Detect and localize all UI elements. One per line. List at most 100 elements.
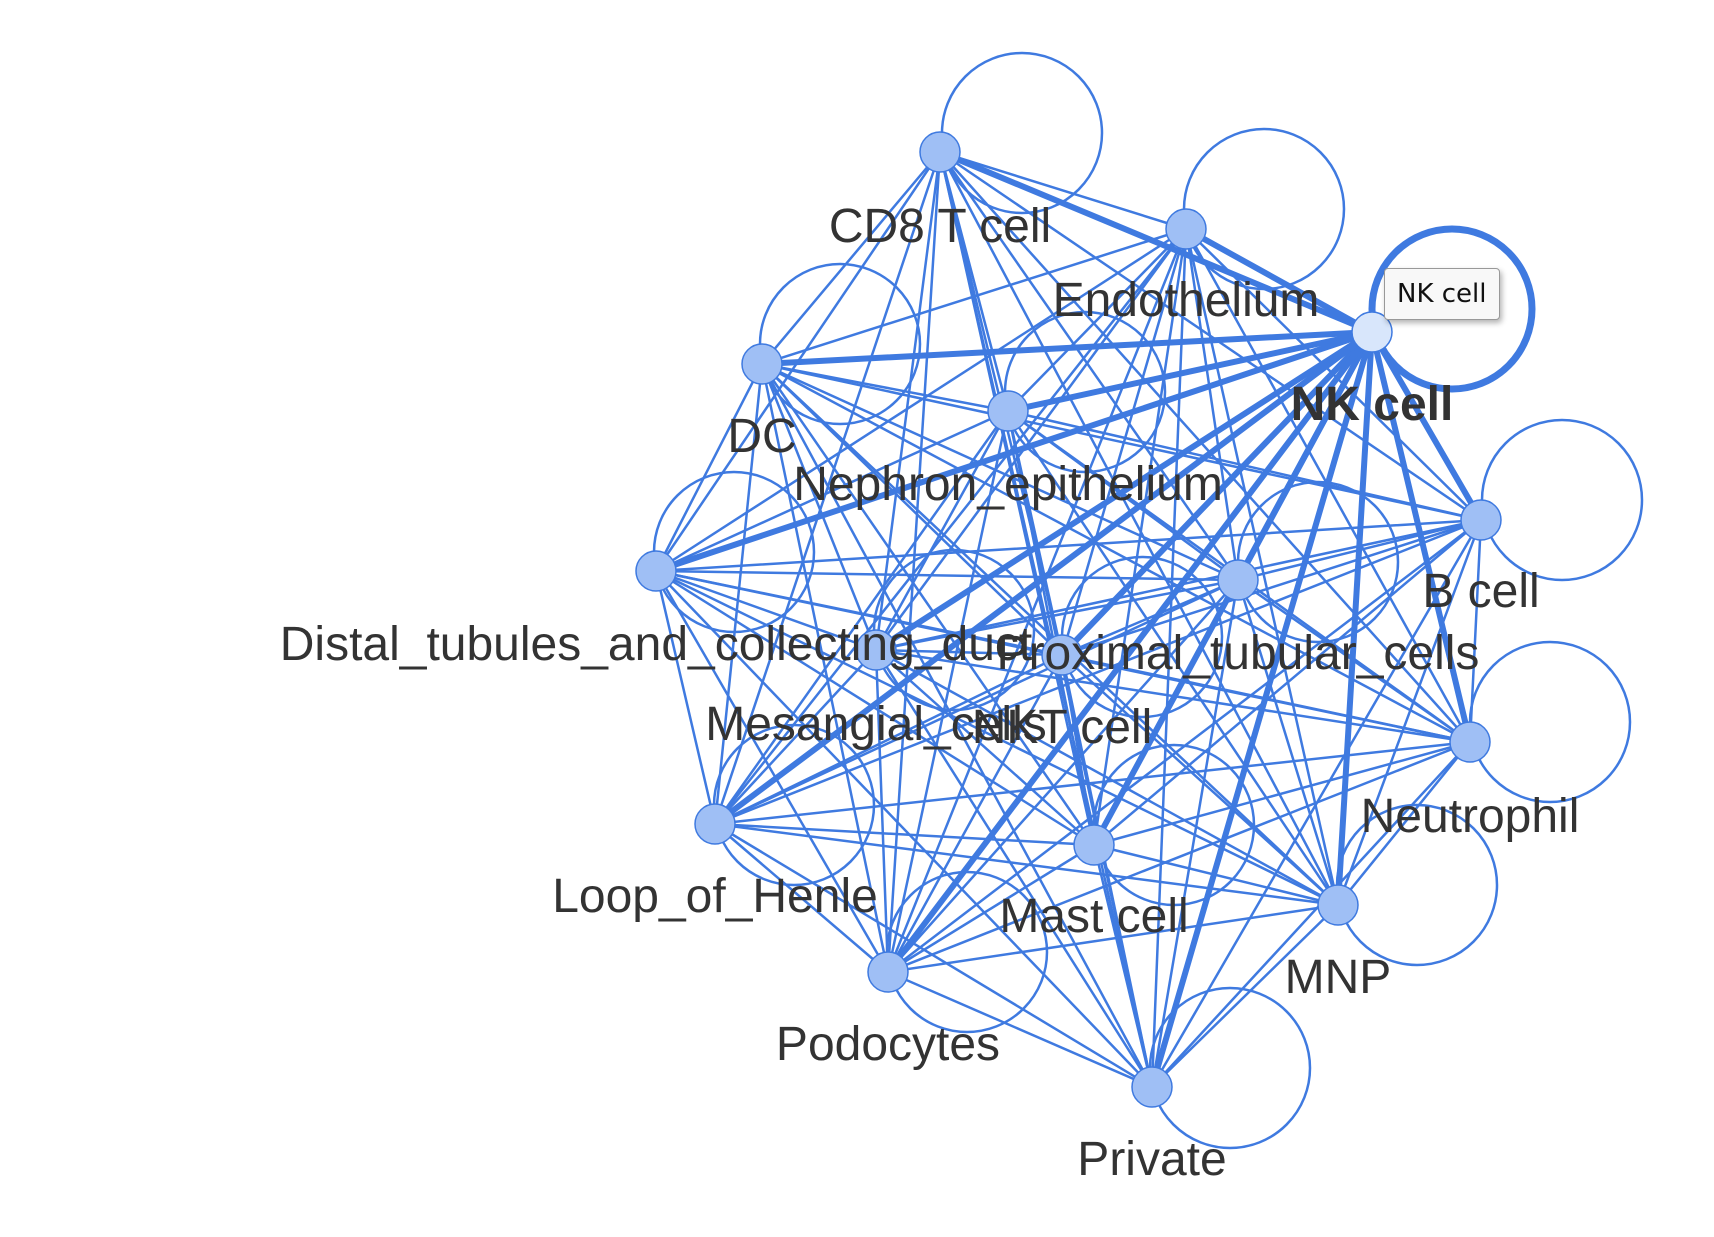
edge-dc-distal	[654, 362, 764, 573]
edge-distal-mes	[654, 569, 878, 652]
edge-prox-mast	[1092, 578, 1240, 847]
edge-nk-bcell	[1369, 329, 1484, 523]
edge-nk-nkt	[1059, 329, 1375, 658]
node-mes[interactable]	[855, 629, 897, 671]
edges	[653, 149, 1484, 1090]
node-nkt[interactable]	[1041, 634, 1083, 676]
node-label-loop: Loop_of_Henle	[552, 870, 878, 923]
node-neut[interactable]	[1449, 721, 1491, 763]
edge-endo-distal	[654, 227, 1188, 573]
edge-nk-neph	[1005, 329, 1375, 414]
node-nk[interactable]	[1351, 311, 1393, 353]
node-label-nk: NK cell	[1291, 378, 1454, 431]
edge-dc-mast	[760, 362, 1096, 847]
edge-loop-podo	[713, 822, 890, 974]
edge-neut-mnp	[1336, 740, 1472, 907]
node-podo[interactable]	[867, 951, 909, 993]
edge-neph-podo	[886, 409, 1010, 974]
edge-cd8-mes	[874, 150, 942, 652]
edge-prox-loop	[713, 578, 1240, 826]
edge-mes-podo	[874, 648, 890, 974]
edge-bcell-mast	[1092, 518, 1483, 847]
edge-nkt-loop	[713, 653, 1064, 826]
edge-distal-priv	[654, 569, 1154, 1089]
node-prox[interactable]	[1217, 559, 1259, 601]
node-loop[interactable]	[694, 803, 736, 845]
edge-bcell-prox	[1236, 518, 1483, 582]
edge-neph-mes	[874, 409, 1010, 652]
edge-mast-priv	[1092, 843, 1154, 1089]
node-label-mnp: MNP	[1285, 951, 1392, 1004]
edge-nkt-podo	[886, 653, 1064, 974]
edge-bcell-loop	[713, 518, 1483, 826]
edge-mnp-podo	[886, 903, 1340, 974]
edge-cd8-priv	[938, 150, 1154, 1089]
edge-mes-mnp	[874, 648, 1340, 907]
node-label-mes: Mesangial_cells	[705, 698, 1047, 751]
edge-cd8-neut	[938, 150, 1472, 744]
edge-bcell-neut	[1468, 518, 1483, 744]
edge-dc-priv	[760, 362, 1154, 1089]
edge-podo-priv	[886, 970, 1154, 1089]
node-label-prox: Proximal_tubular_cells	[997, 627, 1480, 680]
edge-cd8-endo	[938, 150, 1188, 231]
edge-nk-dc	[759, 329, 1375, 367]
node-dc[interactable]	[741, 343, 783, 385]
edge-bcell-distal	[654, 518, 1483, 573]
edge-endo-mes	[874, 227, 1188, 652]
node-mast[interactable]	[1073, 824, 1115, 866]
edge-cd8-mnp	[938, 150, 1340, 907]
edge-dc-mes	[760, 362, 878, 652]
edge-cd8-dc	[760, 150, 942, 366]
edge-nkt-priv	[1060, 653, 1154, 1089]
edge-distal-prox	[654, 569, 1240, 582]
edge-neut-loop	[713, 740, 1472, 826]
edge-prox-podo	[886, 578, 1240, 974]
node-label-dc: DC	[727, 410, 796, 463]
node-distal[interactable]	[635, 550, 677, 592]
edge-mast-mnp	[1092, 843, 1340, 907]
edge-dc-mnp	[760, 362, 1340, 907]
self-loop-bcell	[1480, 418, 1644, 582]
edge-distal-mnp	[654, 569, 1340, 907]
edge-nkt-mnp	[1060, 653, 1340, 907]
edge-bcell-nkt	[1060, 518, 1483, 657]
edge-nk-neut	[1369, 329, 1473, 745]
edge-cd8-podo	[886, 150, 942, 974]
edge-endo-podo	[886, 227, 1188, 974]
node-bcell[interactable]	[1460, 499, 1502, 541]
edge-mast-podo	[886, 843, 1096, 974]
edge-nk-podo	[885, 329, 1375, 975]
edge-dc-prox	[760, 362, 1240, 582]
edge-loop-priv	[713, 822, 1154, 1089]
edge-mnp-priv	[1150, 903, 1340, 1089]
edge-distal-mast	[654, 569, 1096, 847]
edge-mes-neut	[874, 648, 1472, 744]
node-label-priv: Private	[1077, 1133, 1226, 1186]
edge-prox-mnp	[1236, 578, 1340, 907]
edge-cd8-prox	[938, 150, 1240, 582]
node-label-podo: Podocytes	[776, 1018, 1000, 1071]
node-label-endo: Endothelium	[1053, 274, 1320, 327]
edge-dc-bcell	[760, 362, 1483, 522]
nodes	[635, 131, 1502, 1108]
edge-neph-mnp	[1006, 409, 1340, 907]
edge-bcell-podo	[886, 518, 1483, 974]
node-cd8[interactable]	[919, 131, 961, 173]
edge-dc-neut	[760, 362, 1472, 744]
node-mnp[interactable]	[1317, 884, 1359, 926]
edge-cd8-nk	[937, 149, 1375, 335]
node-neph[interactable]	[987, 390, 1029, 432]
self-loop-neut	[1468, 640, 1632, 804]
edge-bcell-mes	[874, 518, 1483, 652]
edge-endo-dc	[760, 227, 1188, 366]
edge-loop-mnp	[713, 822, 1340, 907]
edge-neut-podo	[886, 740, 1472, 974]
edge-neph-distal	[654, 409, 1010, 573]
edge-distal-loop	[654, 569, 717, 826]
node-priv[interactable]	[1131, 1066, 1173, 1108]
node-endo[interactable]	[1165, 208, 1207, 250]
edge-dc-loop	[713, 362, 764, 826]
